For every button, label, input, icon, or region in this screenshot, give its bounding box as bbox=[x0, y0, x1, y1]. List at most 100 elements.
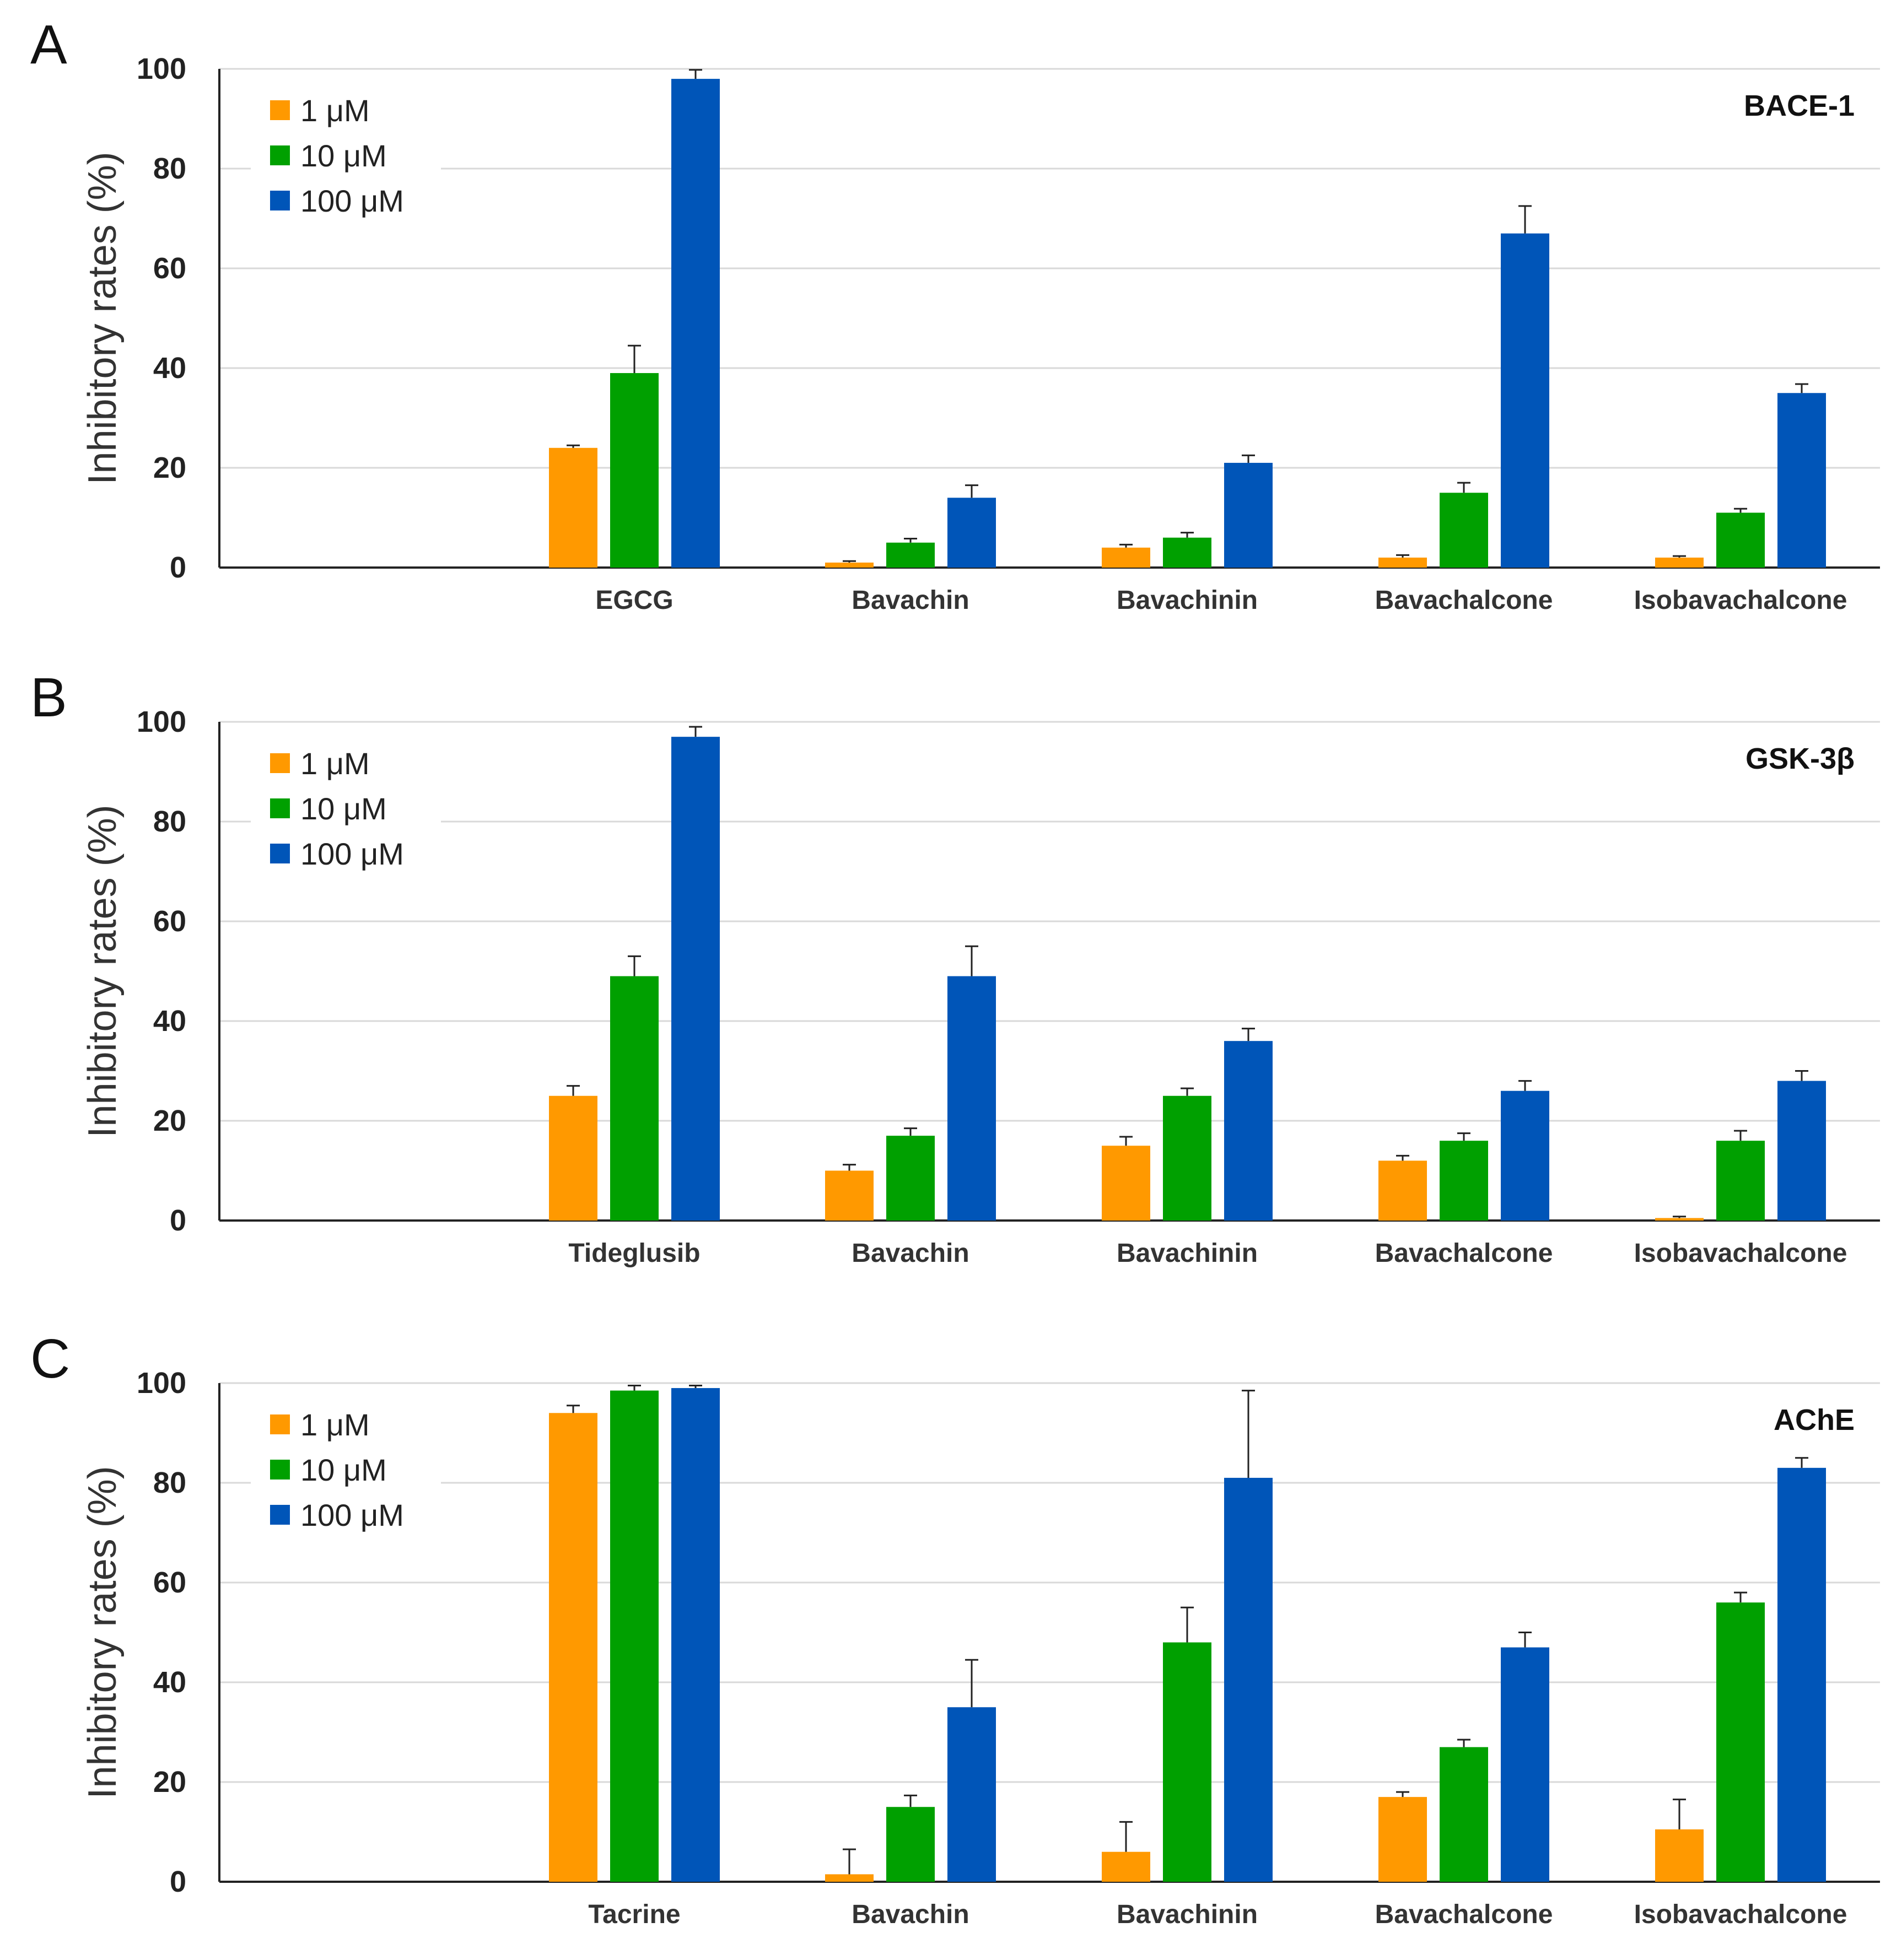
legend-swatch bbox=[270, 753, 290, 773]
bar-isobavachalcone-1μm bbox=[1655, 1829, 1704, 1882]
bar-tideglusib-100μm bbox=[671, 737, 720, 1221]
legend-swatch bbox=[270, 1505, 290, 1525]
bar-tacrine-10μm bbox=[610, 1390, 659, 1882]
x-tick-label: Isobavachalcone bbox=[1634, 1239, 1847, 1268]
y-tick-label: 100 bbox=[137, 1367, 186, 1400]
x-tick-label: Bavachin bbox=[852, 586, 969, 615]
bar-bavachinin-10μm bbox=[1163, 537, 1211, 568]
legend-label: 10 μM bbox=[300, 1453, 387, 1487]
y-tick-label: 20 bbox=[153, 1765, 186, 1799]
bar-egcg-100μm bbox=[671, 79, 720, 568]
y-tick-label: 20 bbox=[153, 1104, 186, 1137]
legend-label: 10 μM bbox=[300, 138, 387, 173]
bar-isobavachalcone-10μm bbox=[1716, 1141, 1765, 1221]
y-tick-label: 0 bbox=[170, 551, 186, 584]
bar-bavachin-100μm bbox=[947, 498, 996, 568]
legend-label: 1 μM bbox=[300, 746, 370, 781]
bar-egcg-10μm bbox=[610, 373, 659, 568]
bar-isobavachalcone-100μm bbox=[1777, 1467, 1826, 1882]
panel-letter: A bbox=[30, 14, 67, 75]
bar-bavachalcone-10μm bbox=[1440, 493, 1488, 568]
chart-panel-c: C 0 20 40 60 80 100 Inhibitory rates (%) Tacrine… bbox=[30, 1328, 1880, 1929]
y-tick-label: 100 bbox=[137, 52, 186, 85]
bar-bavachalcone-10μm bbox=[1440, 1141, 1488, 1221]
bar-tideglusib-1μm bbox=[549, 1095, 597, 1221]
panel-letter: B bbox=[30, 667, 67, 728]
y-tick-label: 60 bbox=[153, 1566, 186, 1599]
bar-bavachalcone-1μm bbox=[1378, 1160, 1427, 1221]
bar-bavachinin-10μm bbox=[1163, 1095, 1211, 1221]
x-tick-label: Bavachin bbox=[852, 1239, 969, 1268]
bar-bavachin-10μm bbox=[886, 1136, 935, 1221]
y-tick-label: 80 bbox=[153, 805, 186, 838]
bar-bavachinin-1μm bbox=[1102, 1851, 1150, 1882]
x-tick-label: Isobavachalcone bbox=[1634, 1900, 1847, 1929]
y-tick-label: 20 bbox=[153, 451, 186, 484]
bar-bavachinin-1μm bbox=[1102, 1146, 1150, 1221]
x-tick-label: Bavachinin bbox=[1117, 586, 1258, 615]
y-tick-label: 80 bbox=[153, 1466, 186, 1499]
bar-tacrine-1μm bbox=[549, 1413, 597, 1882]
y-axis-label: Inhibitory rates (%) bbox=[80, 1466, 125, 1799]
legend-label: 100 μM bbox=[300, 183, 404, 218]
x-tick-label: Bavachalcone bbox=[1375, 586, 1553, 615]
x-tick-label: Bavachinin bbox=[1117, 1239, 1258, 1268]
bar-bavachinin-100μm bbox=[1224, 1041, 1273, 1221]
bar-bavachalcone-100μm bbox=[1501, 1090, 1549, 1221]
bar-bavachinin-100μm bbox=[1224, 1477, 1273, 1882]
enzyme-label: AChE bbox=[1774, 1403, 1855, 1437]
legend-swatch bbox=[270, 798, 290, 818]
bar-bavachin-1μm bbox=[825, 562, 874, 568]
legend-label: 10 μM bbox=[300, 791, 387, 826]
y-tick-label: 80 bbox=[153, 152, 186, 185]
bar-isobavachalcone-1μm bbox=[1655, 1218, 1704, 1221]
bar-bavachalcone-100μm bbox=[1501, 1647, 1549, 1882]
bar-bavachin-1μm bbox=[825, 1874, 874, 1882]
x-tick-label: Isobavachalcone bbox=[1634, 586, 1847, 615]
legend-swatch bbox=[270, 1460, 290, 1480]
bar-tacrine-100μm bbox=[671, 1388, 720, 1882]
panel-letter: C bbox=[30, 1328, 70, 1390]
y-tick-label: 40 bbox=[153, 352, 186, 385]
legend-label: 100 μM bbox=[300, 836, 404, 871]
y-tick-label: 60 bbox=[153, 252, 186, 285]
y-tick-label: 40 bbox=[153, 1005, 186, 1038]
x-tick-label: Bavachalcone bbox=[1375, 1239, 1553, 1268]
y-tick-label: 60 bbox=[153, 905, 186, 938]
x-tick-label: Bavachalcone bbox=[1375, 1900, 1553, 1929]
legend-swatch bbox=[270, 844, 290, 863]
legend-swatch bbox=[270, 191, 290, 210]
enzyme-label: GSK-3β bbox=[1745, 742, 1855, 775]
y-axis-label: Inhibitory rates (%) bbox=[80, 152, 125, 484]
y-axis-label: Inhibitory rates (%) bbox=[80, 804, 125, 1137]
bar-tideglusib-10μm bbox=[610, 976, 659, 1221]
legend-swatch bbox=[270, 145, 290, 165]
x-tick-label: EGCG bbox=[595, 586, 673, 615]
bar-bavachinin-10μm bbox=[1163, 1642, 1211, 1882]
bar-bavachalcone-100μm bbox=[1501, 233, 1549, 568]
y-tick-label: 0 bbox=[170, 1865, 186, 1898]
bar-bavachin-10μm bbox=[886, 542, 935, 568]
bar-isobavachalcone-10μm bbox=[1716, 1602, 1765, 1882]
bar-bavachalcone-1μm bbox=[1378, 1797, 1427, 1882]
y-tick-label: 40 bbox=[153, 1666, 186, 1699]
legend-label: 1 μM bbox=[300, 1407, 370, 1442]
legend-swatch bbox=[270, 100, 290, 120]
y-tick-label: 100 bbox=[137, 705, 186, 738]
bar-bavachalcone-1μm bbox=[1378, 557, 1427, 568]
bar-isobavachalcone-1μm bbox=[1655, 557, 1704, 568]
bar-bavachin-1μm bbox=[825, 1170, 874, 1221]
bar-isobavachalcone-100μm bbox=[1777, 393, 1826, 568]
bar-bavachalcone-10μm bbox=[1440, 1747, 1488, 1882]
bar-bavachin-100μm bbox=[947, 976, 996, 1221]
bar-bavachin-100μm bbox=[947, 1707, 996, 1882]
x-tick-label: Tideglusib bbox=[568, 1239, 700, 1268]
y-tick-label: 0 bbox=[170, 1204, 186, 1237]
bar-bavachinin-100μm bbox=[1224, 462, 1273, 568]
bar-isobavachalcone-10μm bbox=[1716, 512, 1765, 568]
chart-panel-a: A 0 20 40 60 80 100 Inhibitory rates (%) EGCG Bav… bbox=[30, 14, 1880, 615]
chart-panel-b: B 0 20 40 60 80 100 Inhibitory rates (%) Tideglu… bbox=[30, 667, 1880, 1268]
bar-isobavachalcone-100μm bbox=[1777, 1081, 1826, 1221]
x-tick-label: Bavachinin bbox=[1117, 1900, 1258, 1929]
